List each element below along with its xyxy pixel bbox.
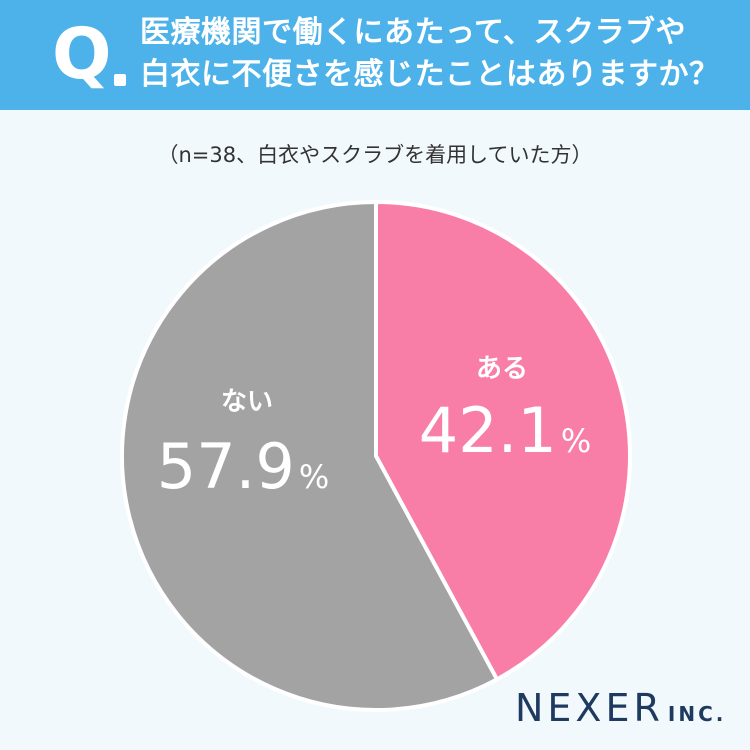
question-line-1: 医療機関で働くにあたって、スクラブや bbox=[140, 15, 686, 50]
nexer-logo: NEXER INC. bbox=[515, 686, 726, 730]
q-mark: Q bbox=[52, 13, 112, 95]
slice-value-number-1: 57.9 bbox=[157, 430, 295, 503]
question-line-2: 白衣に不便さを感じたことはありますか？ bbox=[140, 57, 720, 92]
slice-label-1: ない bbox=[221, 387, 273, 417]
slice-value-number-0: 42.1 bbox=[419, 394, 557, 467]
slice-value-1: 57.9% bbox=[157, 430, 329, 503]
slice-label-0: ある bbox=[476, 354, 528, 384]
slice-value-unit-0: % bbox=[561, 422, 591, 460]
pie-labels: ある 42.1 % ない 57.9% bbox=[157, 354, 591, 503]
header-banner: Q 医療機関で働くにあたって、スクラブや 白衣に不便さを感じたことはありますか？ bbox=[0, 0, 750, 110]
sample-note: （n=38、白衣やスクラブを着用していた方） bbox=[157, 143, 593, 167]
slice-value-0: 42.1% bbox=[419, 394, 591, 467]
logo-sub: INC. bbox=[667, 702, 727, 726]
q-dot bbox=[114, 74, 126, 86]
pie-slice-1 bbox=[120, 200, 499, 712]
question-text: 医療機関で働くにあたって、スクラブや 白衣に不便さを感じたことはありますか？ bbox=[140, 12, 740, 96]
pie-slices bbox=[120, 200, 632, 712]
slice-value-unit-1: % bbox=[299, 458, 329, 496]
logo-main: NEXER bbox=[515, 686, 664, 730]
pie-slice-0 bbox=[374, 200, 632, 682]
